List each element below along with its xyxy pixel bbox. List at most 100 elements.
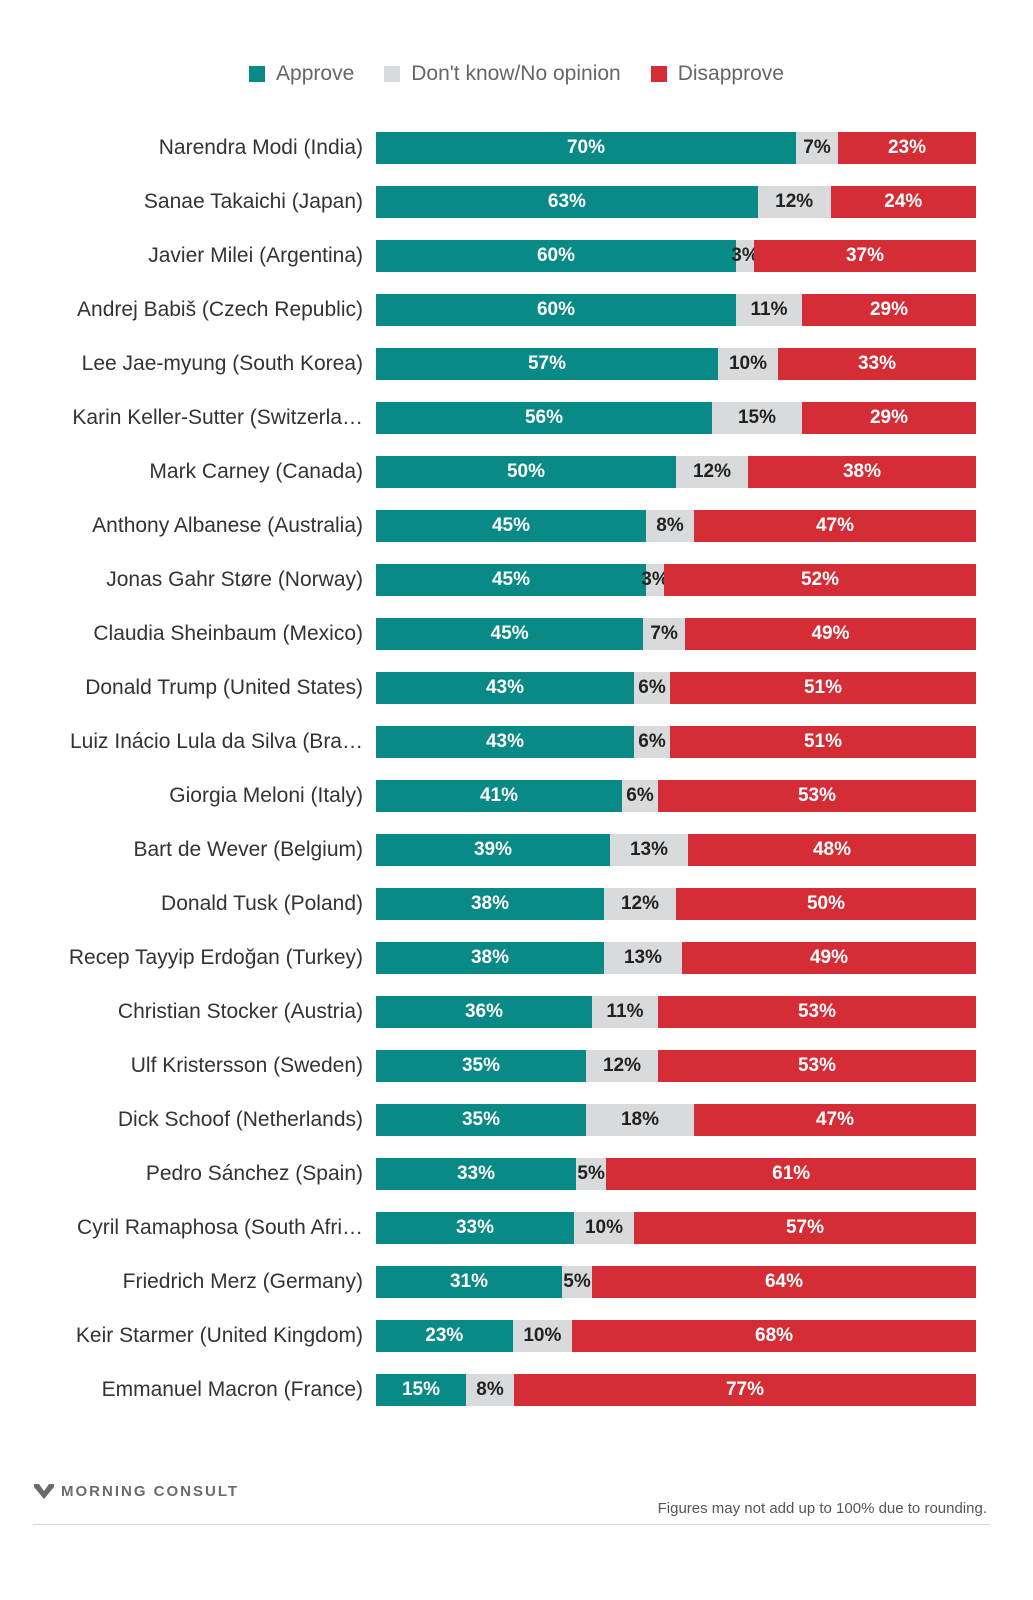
data-label-disapprove: 77% — [725, 1379, 765, 1400]
bar-row: Donald Trump (United States) 43% 6% 51% — [0, 672, 1033, 704]
bar-segment-approve — [376, 942, 604, 974]
legend-swatch-approve — [249, 66, 266, 82]
bar-segment-dontknow — [610, 834, 688, 866]
bar-row: Donald Tusk (Poland) 38% 12% 50% — [0, 888, 1033, 920]
category-label: Recep Tayyip Erdoğan (Turkey) — [68, 946, 363, 969]
bar-segment-disapprove — [676, 888, 976, 920]
footer-divider — [33, 1524, 990, 1525]
legend-swatch-disapprove — [650, 66, 667, 82]
data-label-approve: 35% — [461, 1055, 501, 1076]
data-label-disapprove: 29% — [869, 407, 909, 428]
bar-row: Javier Milei (Argentina) 60% 3% 37% — [0, 240, 1033, 272]
stacked-bar: 15% 8% 77% — [376, 1374, 984, 1406]
legend-swatch-dontknow — [384, 66, 401, 82]
data-label-dontknow: 5% — [563, 1271, 591, 1292]
data-label-dontknow: 6% — [638, 731, 666, 752]
data-label-dontknow: 10% — [728, 353, 768, 374]
legend-label-approve: Approve — [276, 62, 355, 85]
bar-segment-dontknow — [586, 1050, 658, 1082]
data-label-disapprove: 64% — [764, 1271, 804, 1292]
bar-row: Giorgia Meloni (Italy) 41% 6% 53% — [0, 780, 1033, 812]
category-label: Andrej Babiš (Czech Republic) — [77, 298, 363, 321]
bar-segment-dontknow — [466, 1374, 514, 1406]
stacked-bar: 41% 6% 53% — [376, 780, 984, 812]
data-label-disapprove: 47% — [815, 1109, 855, 1130]
stacked-bar: 33% 5% 61% — [376, 1158, 984, 1190]
bar-segment-approve — [376, 1374, 466, 1406]
category-label: Sanae Takaichi (Japan) — [143, 190, 363, 213]
bar-segment-dontknow — [576, 1158, 607, 1190]
category-label: Emmanuel Macron (France) — [101, 1378, 363, 1401]
bar-segment-disapprove — [802, 294, 976, 326]
bar-row: Jonas Gahr Støre (Norway) 45% 3% 52% — [0, 564, 1033, 596]
morning-consult-logo-icon — [34, 1484, 54, 1499]
bar-row: Andrej Babiš (Czech Republic) 60% 11% 29% — [0, 294, 1033, 326]
category-label: Karin Keller-Sutter (Switzerla… — [72, 406, 363, 429]
bar-segment-dontknow — [604, 942, 682, 974]
data-label-disapprove: 52% — [800, 569, 840, 590]
data-label-approve: 57% — [527, 353, 567, 374]
bar-segment-approve — [376, 510, 646, 542]
bar-segment-approve — [376, 456, 676, 488]
data-label-disapprove: 53% — [797, 785, 837, 806]
bar-segment-approve — [376, 186, 758, 218]
data-label-disapprove: 57% — [785, 1217, 825, 1238]
bar-segment-disapprove — [572, 1320, 976, 1352]
data-label-approve: 39% — [473, 839, 513, 860]
bar-row: Ulf Kristersson (Sweden) 35% 12% 53% — [0, 1050, 1033, 1082]
data-label-approve: 50% — [506, 461, 546, 482]
brand-logo-block: MORNING CONSULT — [33, 1482, 239, 1500]
bar-segment-disapprove — [694, 510, 976, 542]
bar-segment-disapprove — [658, 780, 976, 812]
data-label-approve: 23% — [425, 1325, 464, 1346]
bar-segment-approve — [376, 672, 634, 704]
stacked-bar: 38% 12% 50% — [376, 888, 984, 920]
data-label-disapprove: 29% — [869, 299, 909, 320]
stacked-bar: 45% 8% 47% — [376, 510, 984, 542]
bar-row: Narendra Modi (India) 70% 7% 23% — [0, 132, 1033, 164]
data-label-approve: 33% — [456, 1163, 496, 1184]
bar-row: Lee Jae-myung (South Korea) 57% 10% 33% — [0, 348, 1033, 380]
bar-segment-approve — [376, 996, 592, 1028]
stacked-bar: 60% 11% 29% — [376, 294, 984, 326]
data-label-approve: 43% — [485, 677, 525, 698]
data-label-approve: 35% — [461, 1109, 501, 1130]
data-label-disapprove: 50% — [806, 893, 846, 914]
data-label-approve: 38% — [470, 893, 510, 914]
stacked-bar: 23% 10% 68% — [376, 1320, 984, 1352]
category-label: Friedrich Merz (Germany) — [122, 1270, 363, 1293]
category-label: Narendra Modi (India) — [158, 136, 363, 159]
data-label-approve: 63% — [547, 191, 586, 212]
stacked-bar: 31% 5% 64% — [376, 1266, 984, 1298]
bar-segment-dontknow — [646, 564, 664, 596]
category-label: Jonas Gahr Støre (Norway) — [106, 568, 363, 591]
legend-label-dontknow: Don't know/No opinion — [411, 62, 621, 85]
category-label: Christian Stocker (Austria) — [117, 1000, 363, 1023]
bar-segment-disapprove — [592, 1266, 976, 1298]
data-label-disapprove: 61% — [772, 1163, 811, 1184]
bar-segment-dontknow — [676, 456, 748, 488]
bar-row: Luiz Inácio Lula da Silva (Bra… 43% 6% 51% — [0, 726, 1033, 758]
bar-segment-dontknow — [622, 780, 658, 812]
bar-segment-approve — [376, 618, 644, 650]
category-label: Ulf Kristersson (Sweden) — [130, 1054, 363, 1077]
bar-segment-approve — [376, 1212, 574, 1244]
data-label-approve: 56% — [524, 407, 564, 428]
bar-segment-disapprove — [778, 348, 976, 380]
data-label-approve: 60% — [536, 299, 576, 320]
category-label: Cyril Ramaphosa (South Afri… — [77, 1216, 363, 1239]
data-label-disapprove: 23% — [887, 137, 927, 158]
category-label: Javier Milei (Argentina) — [148, 244, 363, 267]
bar-row: Mark Carney (Canada) 50% 12% 38% — [0, 456, 1033, 488]
data-label-disapprove: 47% — [815, 515, 855, 536]
bar-segment-approve — [376, 888, 604, 920]
bar-segment-approve — [376, 348, 718, 380]
bar-row: Claudia Sheinbaum (Mexico) 45% 7% 49% — [0, 618, 1033, 650]
bar-segment-dontknow — [736, 294, 802, 326]
stacked-bar: 56% 15% 29% — [376, 402, 984, 434]
bar-segment-approve — [376, 240, 736, 272]
stacked-bar: 60% 3% 37% — [376, 240, 984, 272]
bar-row: Friedrich Merz (Germany) 31% 5% 64% — [0, 1266, 1033, 1298]
data-label-approve: 45% — [490, 623, 529, 644]
bar-segment-disapprove — [838, 132, 976, 164]
